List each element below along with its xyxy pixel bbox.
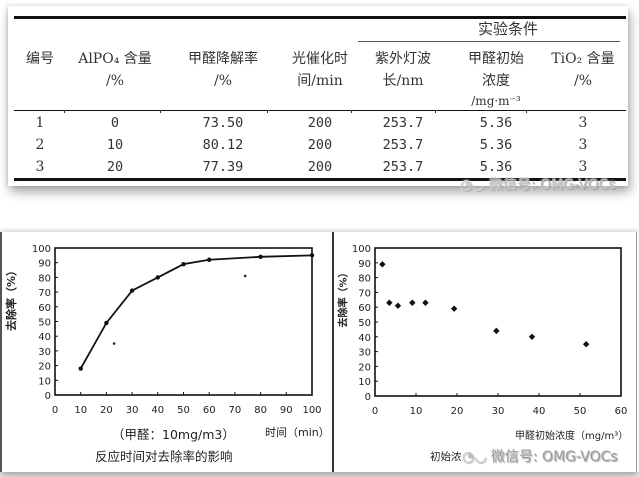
y-tick-label: 80: [358, 274, 371, 285]
x-tick-label: 10: [410, 406, 423, 417]
data-point: [258, 254, 263, 260]
x-tick-label: 10: [74, 405, 87, 416]
data-point: [422, 299, 429, 306]
x-tick-label: 50: [177, 405, 190, 416]
x-tick-label: 100: [302, 405, 321, 416]
col-header-degradation: 甲醛降解率 /%: [188, 51, 258, 89]
watermark-bottom: ◔◡ 微信号: OMG-VOCs: [462, 449, 618, 465]
plot-frame: [54, 247, 313, 396]
x-tick-label: 0: [372, 406, 378, 417]
chart-divider: [332, 232, 334, 472]
group-header: 实验条件: [477, 20, 538, 38]
data-point: [104, 320, 109, 326]
group-header-rule: [358, 41, 620, 42]
y-tick-label: 10: [38, 376, 51, 387]
col-header-initial-concentration: 甲醛初始 浓度 /mg·m⁻³: [468, 51, 524, 108]
y-tick-label: 50: [358, 318, 371, 329]
y-tick-label: 30: [358, 348, 371, 359]
wechat-icon: ◔◡: [462, 449, 487, 465]
col-header-uv-wavelength: 紫外灯波 长/nm: [375, 51, 431, 89]
y-tick-label: 20: [38, 362, 51, 373]
charts-card: [0, 232, 639, 472]
x-tick-label: 30: [492, 406, 505, 417]
col-tick: [64, 110, 65, 113]
y-tick-label: 30: [38, 347, 51, 358]
x-tick-label: 50: [574, 406, 587, 417]
y-tick-label: 0: [365, 392, 371, 403]
y-tick-label: 60: [38, 303, 51, 314]
watermark-top: ◔◡ 微信号: OMG-VOCs: [460, 177, 616, 193]
data-point: [181, 261, 186, 267]
data-point: [379, 261, 386, 268]
y-tick-label: 90: [38, 259, 51, 270]
x-tick-label: 70: [229, 405, 242, 416]
left-chart-subtitle: （甲醛：10mg/m3）: [112, 427, 235, 442]
data-point: [394, 302, 402, 309]
data-point: [309, 253, 315, 258]
col-tick: [267, 110, 268, 113]
y-tick-label: 40: [358, 333, 371, 344]
y-tick-label: 70: [358, 288, 371, 299]
data-point: [409, 299, 416, 306]
y-tick-label: 80: [38, 273, 51, 284]
x-tick-label: 40: [151, 405, 164, 416]
initial-concentration-chart: 0 10 20 30 40 50 60 70 80 90 100 0 10 20 30 40 50 60: [352, 244, 627, 417]
col-tick: [526, 110, 527, 113]
y-tick-label: 50: [38, 318, 51, 329]
stray-dot: [112, 342, 116, 345]
right-chart-xlabel: 甲醛初始浓度（mg/m³）: [515, 431, 629, 442]
y-tick-label: 60: [358, 303, 371, 314]
table-top-rule: [14, 16, 626, 19]
chart-left-border: [0, 232, 2, 472]
data-point: [155, 275, 160, 280]
col-header-id: 编号: [26, 51, 54, 67]
col-tick: [160, 110, 161, 113]
stray-dot: [243, 274, 247, 278]
data-point: [493, 327, 500, 335]
chart-right-border: [636, 232, 637, 472]
y-tick-label: 0: [45, 391, 51, 402]
wechat-icon: ◔◡: [460, 177, 485, 193]
data-point: [207, 257, 212, 262]
plot-frame: [374, 247, 622, 397]
data-point: [582, 341, 590, 348]
x-tick-label: 60: [615, 406, 628, 417]
col-tick: [435, 110, 436, 113]
data-point: [386, 299, 393, 306]
data-point: [129, 288, 135, 293]
x-tick-label: 30: [126, 405, 139, 416]
left-chart-title: 反应时间对去除率的影响: [95, 449, 233, 464]
x-tick-label: 20: [451, 406, 464, 417]
data-point: [528, 333, 536, 340]
left-chart-ylabel: 去除率（%）: [5, 264, 19, 332]
data-point: [450, 305, 458, 312]
col-header-alpo4: AlPO₄ 含量 /%: [78, 51, 152, 89]
right-chart-ylabel: 去除率（%）: [338, 267, 350, 328]
header-bottom-rule: [14, 110, 626, 111]
y-tick-label: 10: [358, 377, 371, 388]
col-header-time: 光催化时 间/min: [292, 51, 348, 89]
experiment-table-card: 实验条件 编号 AlPO₄ 含量 /% 甲醛降解率 /% 光催化时 间/min …: [8, 6, 628, 186]
x-tick-label: 60: [203, 405, 216, 416]
x-tick-label: 0: [52, 405, 58, 416]
y-tick-label: 40: [38, 332, 51, 343]
y-tick-label: 100: [32, 244, 51, 255]
reaction-time-chart: 0 10 20 30 40 50 60 70 80 90 100 0 10 20 30 40 50 60 70 80 9…: [32, 244, 322, 416]
x-tick-label: 90: [280, 405, 293, 416]
y-tick-label: 90: [358, 259, 371, 270]
data-line: [79, 254, 313, 369]
table-bottom-rule: [14, 178, 626, 181]
x-tick-label: 40: [533, 406, 546, 417]
x-tick-label: 80: [254, 405, 267, 416]
col-tick: [351, 110, 352, 113]
col-header-tio2: TiO₂ 含量 /%: [551, 51, 615, 89]
y-tick-label: 20: [358, 362, 371, 373]
right-chart-title: 初始浓: [430, 451, 462, 463]
data-point: [78, 366, 83, 371]
x-tick-label: 20: [100, 405, 113, 416]
y-tick-label: 70: [38, 288, 51, 299]
left-chart-xlabel: 时间（min）: [265, 426, 330, 439]
y-tick-label: 100: [352, 244, 371, 255]
